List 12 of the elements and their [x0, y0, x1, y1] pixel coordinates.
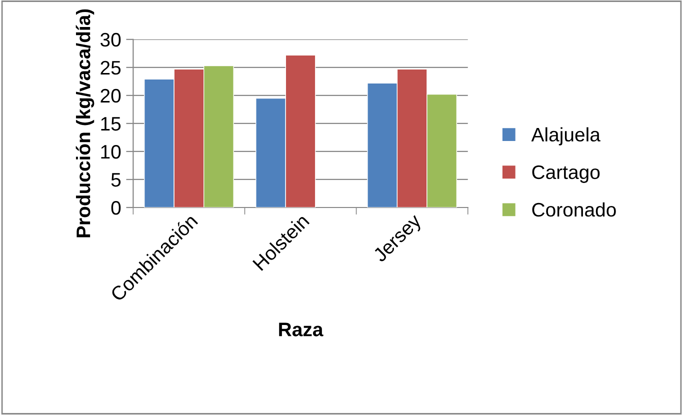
y-tick-label: 0 — [111, 200, 121, 215]
legend-label: Alajuela — [531, 127, 600, 146]
y-axis-title: Producción (kg/vaca/día) — [76, 9, 94, 238]
y-tick-label: 5 — [111, 173, 121, 187]
y-tick-label: 30 — [100, 32, 121, 47]
y-tick-label: 15 — [101, 117, 121, 131]
y-tick-label: 10 — [101, 144, 121, 159]
legend-label: Coronado — [532, 202, 616, 217]
y-tick-label: 25 — [100, 60, 121, 75]
x-axis-title: Raza — [279, 322, 324, 336]
y-tick-label: 20 — [100, 88, 121, 103]
legend-label: Cartago — [532, 165, 600, 183]
